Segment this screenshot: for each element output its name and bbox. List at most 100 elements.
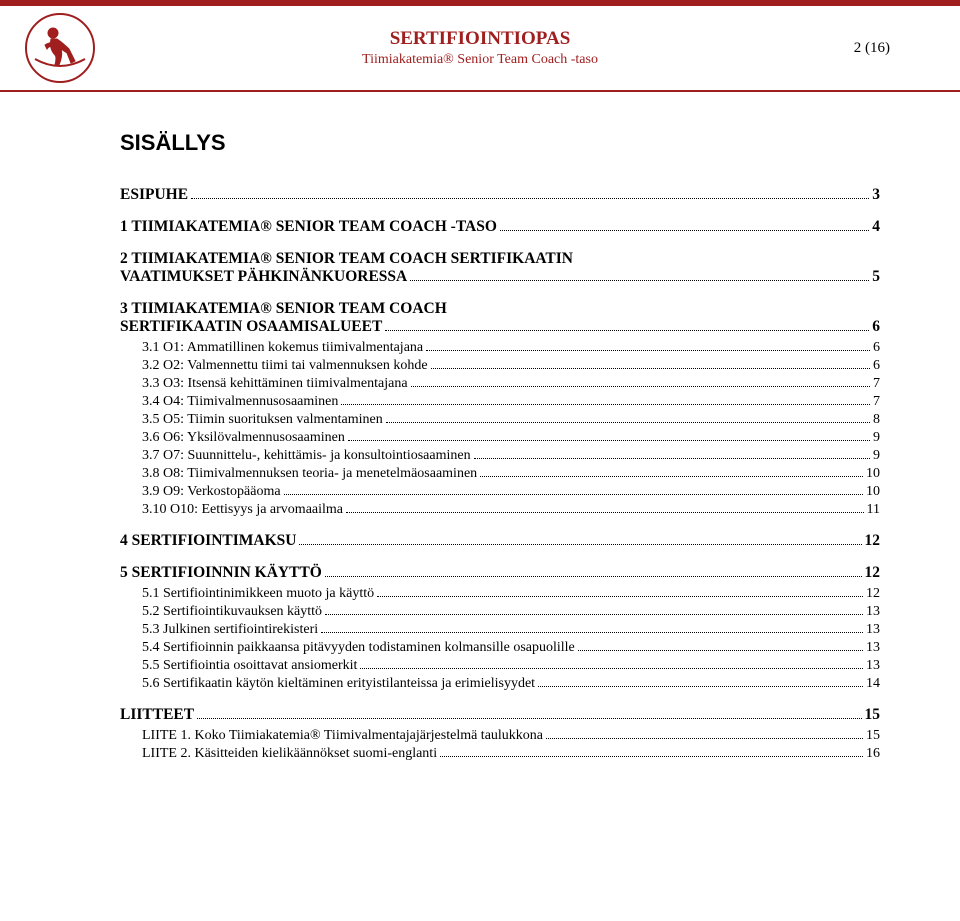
toc-entry: 5 SERTIFIOINNIN KÄYTTÖ 12 — [120, 564, 880, 582]
toc-dots — [386, 422, 870, 423]
toc-list: ESIPUHE 3 1 TIIMIAKATEMIA® SENIOR TEAM COA… — [120, 186, 880, 762]
toc-dots — [360, 668, 863, 669]
header-subtitle: Tiimiakatemia® Senior Team Coach -taso — [362, 52, 598, 68]
toc-entry: 3.9 O9: Verkostopääoma 10 — [120, 484, 880, 500]
toc-entry-page: 13 — [866, 622, 880, 638]
toc-dots — [346, 512, 864, 513]
toc-entry-page: 16 — [866, 746, 880, 762]
toc-dots — [284, 494, 863, 495]
toc-entry-label: LIITE 1. Koko Tiimiakatemia® Tiimivalmen… — [142, 728, 543, 744]
toc-dots — [440, 756, 863, 757]
toc-dots — [325, 614, 863, 615]
toc-entry-label: 5.6 Sertifikaatin käytön kieltäminen eri… — [142, 676, 535, 692]
toc-dots — [578, 650, 863, 651]
toc-entry-page: 12 — [865, 532, 881, 550]
toc-entry: 3.8 O8: Tiimivalmennuksen teoria- ja men… — [120, 466, 880, 482]
toc-entry-page: 10 — [866, 466, 880, 482]
toc-entry-page: 15 — [866, 728, 880, 744]
toc-entry: 3.10 O10: Eettisyys ja arvomaailma 11 — [120, 502, 880, 518]
toc-entry-label: 5 SERTIFIOINNIN KÄYTTÖ — [120, 564, 322, 582]
toc-entry-page: 12 — [866, 586, 880, 602]
toc-entry: 5.6 Sertifikaatin käytön kieltäminen eri… — [120, 676, 880, 692]
toc-dots — [299, 544, 861, 545]
toc-entry: 5.4 Sertifioinnin paikkaansa pitävyyden … — [120, 640, 880, 656]
toc-entry: 5.3 Julkinen sertifiointirekisteri13 — [120, 622, 880, 638]
toc-entry-label: 3.8 O8: Tiimivalmennuksen teoria- ja men… — [142, 466, 477, 482]
logo-container — [0, 6, 120, 90]
toc-dots — [538, 686, 863, 687]
toc-entry: 4 SERTIFIOINTIMAKSU 12 — [120, 532, 880, 550]
toc-entry: 3 TIIMIAKATEMIA® SENIOR TEAM COACHSERTIF… — [120, 300, 880, 336]
toc-entry-label: 3.6 O6: Yksilövalmennusosaaminen — [142, 430, 345, 446]
content-area: SISÄLLYS ESIPUHE 3 1 TIIMIAKATEMIA® SENIOR… — [120, 130, 880, 764]
toc-entry: 1 TIIMIAKATEMIA® SENIOR TEAM COACH -TASO… — [120, 218, 880, 236]
toc-entry-label: LIITTEET — [120, 706, 194, 724]
toc-dots — [431, 368, 870, 369]
toc-entry-page: 13 — [866, 658, 880, 674]
toc-entry: 3.1 O1: Ammatillinen kokemus tiimivalmen… — [120, 340, 880, 356]
toc-entry-page: 11 — [867, 502, 880, 518]
toc-entry-page: 12 — [865, 564, 881, 582]
toc-entry-page: 7 — [873, 394, 880, 410]
toc-entry-page: 9 — [873, 448, 880, 464]
toc-dots — [500, 230, 869, 231]
toc-entry-label: 3.4 O4: Tiimivalmennusosaaminen — [142, 394, 338, 410]
toc-entry-label: 3.2 O2: Valmennettu tiimi tai valmennuks… — [142, 358, 428, 374]
toc-entry-page: 14 — [866, 676, 880, 692]
toc-dots — [480, 476, 863, 477]
toc-entry: 2 TIIMIAKATEMIA® SENIOR TEAM COACH SERTI… — [120, 250, 880, 286]
toc-entry-label: 3.9 O9: Verkostopääoma — [142, 484, 281, 500]
toc-entry-page: 13 — [866, 640, 880, 656]
toc-dots — [325, 576, 862, 577]
toc-entry-page: 6 — [872, 318, 880, 336]
toc-entry-page: 15 — [865, 706, 881, 724]
toc-entry-page: 9 — [873, 430, 880, 446]
toc-entry-label: 3.1 O1: Ammatillinen kokemus tiimivalmen… — [142, 340, 423, 356]
toc-entry-page: 3 — [872, 186, 880, 204]
toc-entry: 5.2 Sertifiointikuvauksen käyttö 13 — [120, 604, 880, 620]
toc-dots — [546, 738, 863, 739]
header-title: SERTIFIOINTIOPAS — [362, 28, 598, 50]
toc-entry-label: 1 TIIMIAKATEMIA® SENIOR TEAM COACH -TASO — [120, 218, 497, 236]
toc-entry-label: ESIPUHE — [120, 186, 188, 204]
toc-entry-page: 7 — [873, 376, 880, 392]
logo-icon — [25, 13, 95, 83]
toc-dots — [410, 280, 869, 281]
toc-entry: 5.1 Sertifiointinimikkeen muoto ja käytt… — [120, 586, 880, 602]
toc-entry-label: LIITE 2. Käsitteiden kielikäännökset suo… — [142, 746, 437, 762]
toc-entry: 3.5 O5: Tiimin suorituksen valmentaminen… — [120, 412, 880, 428]
toc-dots — [191, 198, 869, 199]
toc-entry-page: 8 — [873, 412, 880, 428]
toc-dots — [385, 330, 869, 331]
toc-entry-page: 5 — [872, 268, 880, 286]
toc-entry: 3.6 O6: Yksilövalmennusosaaminen 9 — [120, 430, 880, 446]
page-indicator: 2 (16) — [854, 40, 890, 57]
toc-entry: 3.3 O3: Itsensä kehittäminen tiimivalmen… — [120, 376, 880, 392]
toc-entry-page: 4 — [872, 218, 880, 236]
toc-entry-page: 13 — [866, 604, 880, 620]
toc-entry-page: 6 — [873, 340, 880, 356]
toc-entry: LIITE 2. Käsitteiden kielikäännökset suo… — [120, 746, 880, 762]
toc-entry-label: 5.5 Sertifiointia osoittavat ansiomerkit — [142, 658, 357, 674]
toc-entry-label: 3.5 O5: Tiimin suorituksen valmentaminen — [142, 412, 383, 428]
toc-entry-label-line1: 2 TIIMIAKATEMIA® SENIOR TEAM COACH SERTI… — [120, 250, 880, 268]
toc-entry-label: 3.7 O7: Suunnittelu-, kehittämis- ja kon… — [142, 448, 471, 464]
toc-entry-label: 5.2 Sertifiointikuvauksen käyttö — [142, 604, 322, 620]
toc-dots — [197, 718, 861, 719]
toc-entry-label: 5.4 Sertifioinnin paikkaansa pitävyyden … — [142, 640, 575, 656]
toc-entry-page: 10 — [866, 484, 880, 500]
toc-entry-label-line2: VAATIMUKSET PÄHKINÄNKUORESSA — [120, 268, 407, 286]
toc-entry: 3.4 O4: Tiimivalmennusosaaminen 7 — [120, 394, 880, 410]
toc-entry-label-line2: SERTIFIKAATIN OSAAMISALUEET — [120, 318, 382, 336]
toc-dots — [411, 386, 870, 387]
toc-heading: SISÄLLYS — [120, 130, 880, 156]
toc-dots — [321, 632, 863, 633]
toc-dots — [348, 440, 870, 441]
toc-entry-label-line1: 3 TIIMIAKATEMIA® SENIOR TEAM COACH — [120, 300, 880, 318]
toc-entry-label: 4 SERTIFIOINTIMAKSU — [120, 532, 296, 550]
toc-entry: 3.7 O7: Suunnittelu-, kehittämis- ja kon… — [120, 448, 880, 464]
toc-entry: LIITTEET 15 — [120, 706, 880, 724]
toc-entry-label: 3.10 O10: Eettisyys ja arvomaailma — [142, 502, 343, 518]
header-titles: SERTIFIOINTIOPAS Tiimiakatemia® Senior T… — [362, 28, 598, 68]
toc-dots — [341, 404, 870, 405]
